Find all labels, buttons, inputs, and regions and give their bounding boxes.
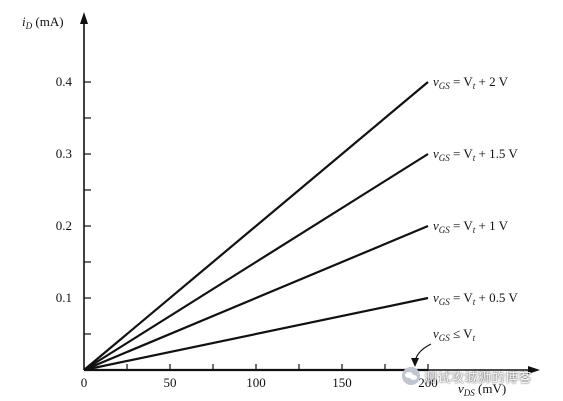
- x-axis-arrow: [528, 366, 540, 374]
- watermark-text: 测试攻城狮的博客: [424, 370, 533, 386]
- x-tick-label: 200: [418, 375, 438, 390]
- series-labels: vGS = Vt + 2 V vGS = Vt + 1.5 V vGS = Vt +…: [411, 74, 518, 367]
- series-line: [83, 224, 429, 372]
- wechat-icon: [402, 367, 420, 385]
- y-axis-label: iD (mA): [22, 14, 64, 31]
- watermark: 测试攻城狮的博客: [402, 364, 552, 388]
- y-tick-label: 0.1: [56, 290, 72, 305]
- x-tick-label: 0: [81, 375, 88, 390]
- x-tick-label: 100: [246, 375, 266, 390]
- pointer-arrow-head: [411, 358, 419, 367]
- y-axis-arrow: [80, 12, 88, 24]
- x-tick-label: 150: [332, 375, 352, 390]
- series-label: vGS = Vt + 1.5 V: [433, 146, 518, 163]
- series-line: [83, 81, 429, 371]
- x-axis-label: vDS (mV): [458, 381, 506, 398]
- series-lines: [83, 81, 429, 372]
- y-tick-label: 0.4: [56, 74, 73, 89]
- y-tick-label: 0.2: [56, 218, 72, 233]
- series-line: [83, 153, 429, 371]
- axes: [80, 12, 540, 374]
- x-tick-label: 50: [164, 375, 177, 390]
- series-label: vGS = Vt + 0.5 V: [433, 290, 518, 307]
- y-tick-label: 0.3: [56, 146, 72, 161]
- axis-labels: iD (mA) vDS (mV): [22, 14, 506, 398]
- series-label: vGS = Vt + 2 V: [433, 74, 509, 91]
- series-label: vGS ≤ Vt: [433, 326, 476, 343]
- series-label: vGS = Vt + 1 V: [433, 218, 509, 235]
- series-line: [83, 296, 429, 372]
